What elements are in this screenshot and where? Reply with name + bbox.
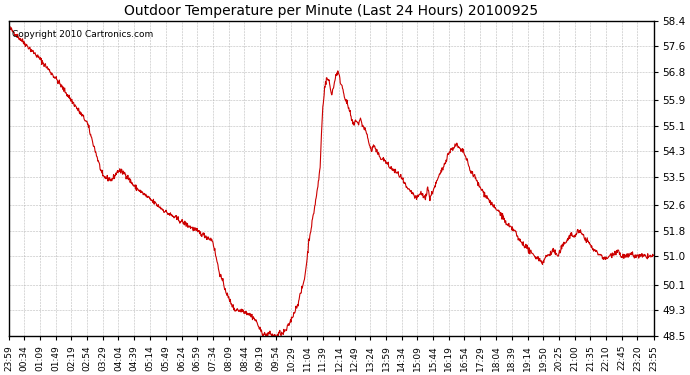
Title: Outdoor Temperature per Minute (Last 24 Hours) 20100925: Outdoor Temperature per Minute (Last 24 …	[124, 4, 538, 18]
Text: Copyright 2010 Cartronics.com: Copyright 2010 Cartronics.com	[12, 30, 153, 39]
